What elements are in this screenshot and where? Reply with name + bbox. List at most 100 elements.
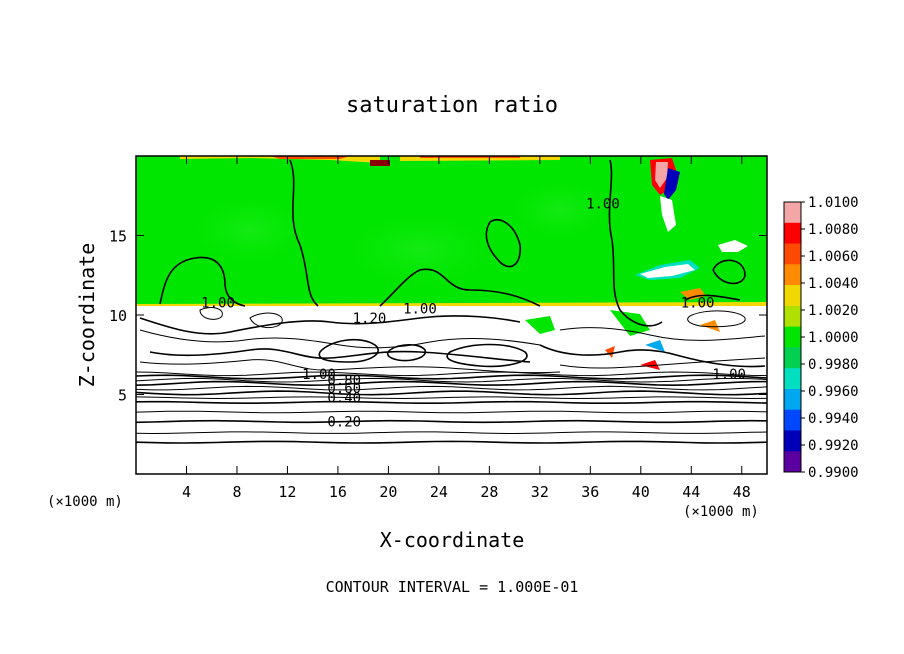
x-tick-label: 32 — [531, 483, 549, 501]
contour-line — [136, 374, 767, 380]
saturated-patch — [610, 310, 650, 336]
contour-line — [318, 338, 379, 363]
contour-line — [136, 385, 767, 391]
subsaturated-blob — [640, 264, 695, 278]
field-texture-patch — [180, 190, 320, 270]
plot-area: 1.001.201.001.001.001.001.000.800.600.40… — [109, 155, 768, 501]
x-tick-label: 8 — [232, 483, 241, 501]
contour-line — [136, 410, 767, 414]
saturated-patch — [605, 346, 615, 358]
contour-label: 1.00 — [712, 367, 746, 383]
contour-line — [136, 419, 767, 424]
x-unit-label-right: (×1000 m) — [683, 504, 759, 520]
contour-line — [136, 431, 767, 435]
colorbar-label: 1.0060 — [808, 249, 859, 265]
contour-line — [608, 159, 663, 327]
colorbar-swatch — [784, 222, 801, 245]
colorbar-label: 1.0040 — [808, 276, 859, 292]
contour-line — [386, 343, 426, 362]
contour-line — [249, 312, 283, 328]
colorbar: 1.0100 1.0080 1.0060 1.0040 1.0020 1.0000 0.99… — [783, 195, 859, 481]
colorbar-label: 0.9980 — [808, 357, 859, 373]
colorbar-swatch — [784, 347, 801, 369]
contour-interval-note: CONTOUR INTERVAL = 1.000E-01 — [326, 578, 579, 596]
y-axis-title: Z-coordinate — [75, 243, 99, 388]
lower-subsaturated-region — [136, 306, 767, 474]
saturated-patch — [640, 360, 660, 370]
contour-label: 1.00 — [302, 367, 336, 383]
contour-line — [139, 359, 561, 374]
x-tick-label: 48 — [733, 483, 751, 501]
lower-contour-lines — [136, 371, 767, 444]
contour-label: 0.60 — [327, 381, 361, 397]
colorbar-label: 1.0080 — [808, 222, 859, 238]
contour-line — [136, 380, 767, 387]
x-tick-label: 36 — [581, 483, 599, 501]
colorbar-swatch — [784, 409, 801, 431]
x-unit-label-left: (×1000 m) — [47, 494, 123, 510]
x-tick-label: 44 — [682, 483, 700, 501]
colorbar-label: 1.0020 — [808, 303, 859, 319]
y-tick-label: 15 — [109, 228, 127, 246]
x-tick-label: 24 — [430, 483, 448, 501]
contour-line — [159, 256, 246, 307]
chart-title: saturation ratio — [346, 93, 558, 118]
contour-line — [139, 329, 541, 349]
contour-line — [136, 396, 767, 400]
contour-line — [559, 357, 766, 369]
colorbar-swatch — [784, 285, 801, 307]
upper-contour-lines — [159, 159, 746, 327]
subsaturated-blob — [718, 240, 748, 252]
x-ticks: 4 8 12 16 20 24 28 32 36 40 44 48 — [182, 156, 751, 501]
colorbar-swatch — [784, 368, 801, 390]
contour-line — [485, 219, 521, 268]
contour-line — [712, 259, 746, 285]
contour-line — [139, 315, 521, 335]
top-supersaturated-strip — [370, 160, 390, 166]
colorbar-swatch — [784, 326, 801, 348]
colorbar-label: 0.9900 — [808, 465, 859, 481]
field-texture-patch — [330, 205, 510, 295]
contour-line — [199, 307, 223, 320]
contour-line — [539, 344, 766, 368]
subsaturated-blob — [680, 288, 706, 300]
x-tick-label: 4 — [182, 483, 191, 501]
x-tick-label: 12 — [278, 483, 296, 501]
contour-line — [136, 377, 767, 383]
colorbar-label: 0.9940 — [808, 411, 859, 427]
y-tick-label: 10 — [109, 307, 127, 325]
plume-cloudfree — [660, 196, 676, 232]
x-tick-label: 20 — [379, 483, 397, 501]
contour-line — [559, 327, 766, 341]
colorbar-swatch — [784, 264, 801, 286]
field-texture-patch — [500, 175, 620, 245]
contour-line — [136, 400, 767, 405]
contour-label: 1.00 — [403, 302, 437, 318]
colorbar-label: 1.0000 — [808, 330, 859, 346]
x-tick-label: 40 — [632, 483, 650, 501]
colorbar-swatch — [784, 451, 801, 473]
x-tick-label: 16 — [329, 483, 347, 501]
contour-line — [289, 159, 319, 307]
colorbar-label: 0.9920 — [808, 438, 859, 454]
saturated-patch — [700, 320, 720, 332]
contour-line — [684, 294, 741, 301]
contour-line — [136, 440, 767, 444]
contour-label: 1.00 — [586, 197, 620, 213]
contour-line — [446, 343, 528, 368]
plume-supersaturated — [655, 162, 668, 188]
colorbar-swatch — [784, 388, 801, 411]
plume-subsaturated — [664, 168, 680, 200]
contour-line — [149, 348, 531, 363]
y-ticks: 5 10 15 — [109, 228, 767, 405]
colorbar-label: 0.9960 — [808, 384, 859, 400]
y-tick-label: 5 — [118, 387, 127, 405]
contour-labels: 1.001.201.001.001.001.001.000.800.600.40… — [201, 197, 746, 431]
contour-label: 0.20 — [327, 415, 361, 431]
contour-label: 1.00 — [681, 295, 715, 311]
contour-label: 1.20 — [353, 311, 387, 327]
contour-line — [136, 371, 767, 377]
contour-label: 0.80 — [327, 373, 361, 389]
colorbar-label: 1.0100 — [808, 195, 859, 211]
contour-line — [136, 390, 767, 396]
